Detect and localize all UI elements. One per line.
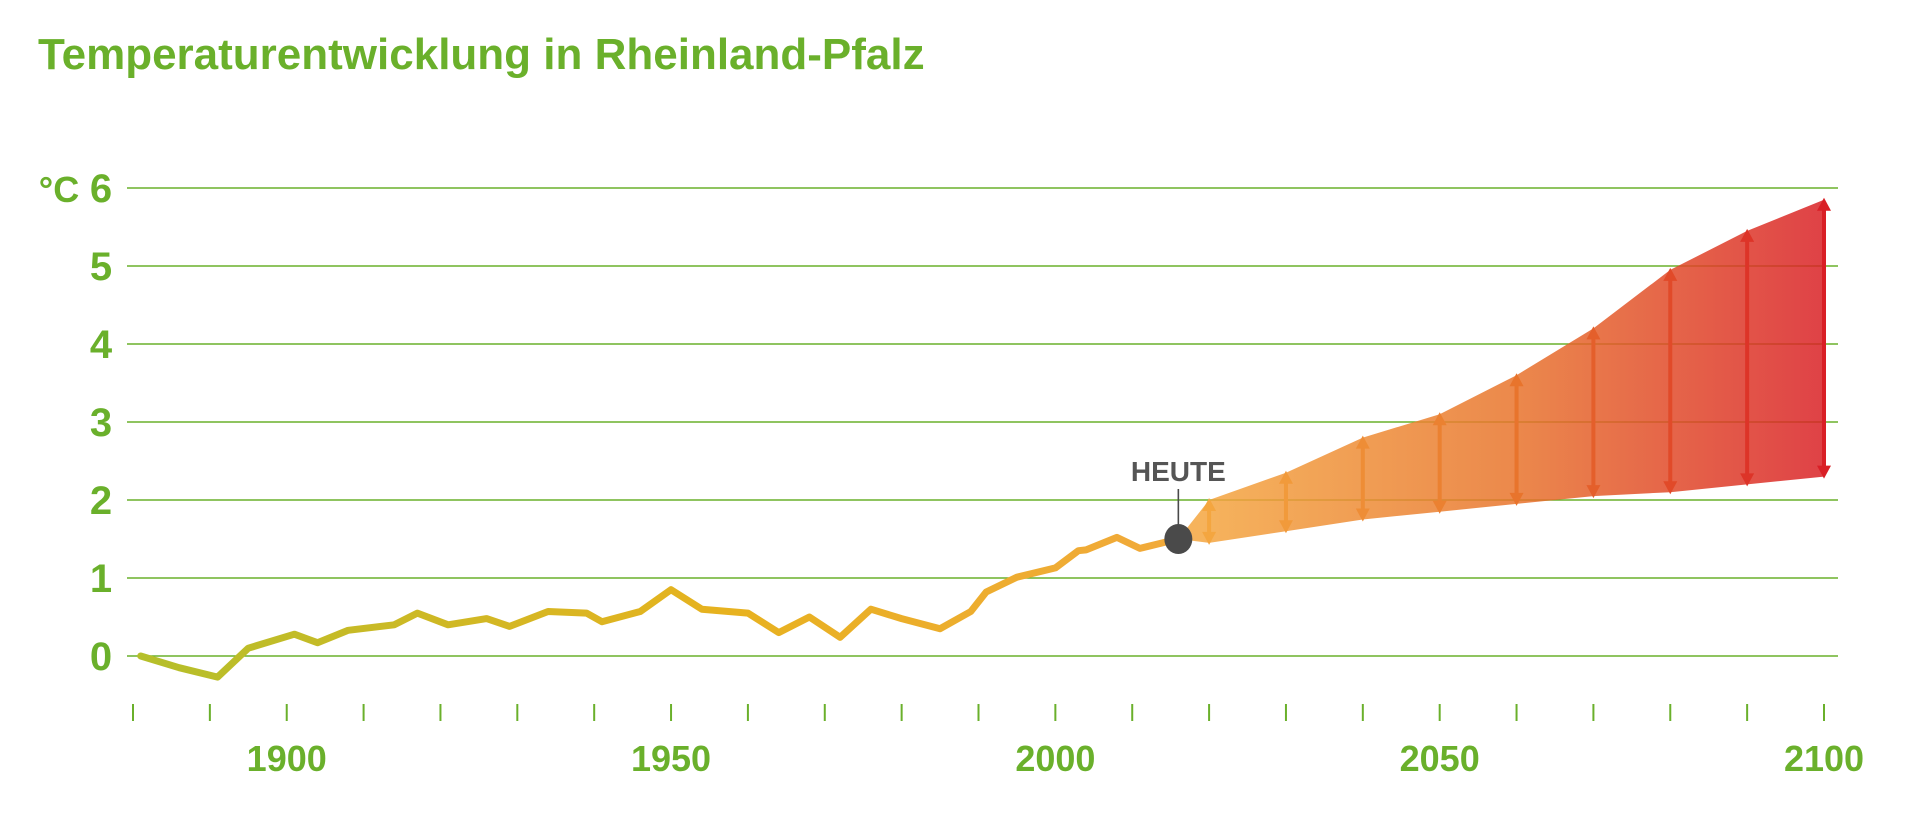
y-axis-unit-label: °C [39,169,79,210]
today-label: HEUTE [1131,456,1226,487]
x-tick-label-1900: 1900 [247,738,327,779]
projection-arrow-2070 [1586,326,1601,499]
projection-arrow-head-bottom-2090 [1740,473,1755,487]
projection-band-area [1178,199,1824,543]
projection-arrow-head-top-2080 [1663,267,1678,281]
projection-arrow-2040 [1355,435,1370,522]
x-tick-label-2000: 2000 [1015,738,1095,779]
projection-arrow-head-bottom-2080 [1663,481,1678,495]
projection-arrow-head-bottom-2050 [1432,500,1447,514]
x-tick-label-2100: 2100 [1784,738,1864,779]
y-tick-label-5: 5 [90,245,112,289]
projection-arrow-head-bottom-2070 [1586,485,1601,499]
y-tick-label-4: 4 [90,323,113,367]
y-tick-label-1: 1 [90,557,112,601]
projection-arrow-2030 [1278,470,1293,534]
projection-arrow-2060 [1509,373,1524,506]
projection-arrow-head-top-2050 [1432,412,1447,426]
projection-arrow-head-top-2090 [1740,228,1755,242]
projection-arrow-head-top-2040 [1355,435,1370,449]
projection-arrow-head-top-2030 [1278,470,1293,484]
x-tick-label-1950: 1950 [631,738,711,779]
today-marker [1164,524,1193,554]
projection-arrow-2080 [1663,267,1678,495]
projection-arrow-head-top-2070 [1586,326,1601,340]
projection-arrow-head-bottom-2060 [1509,492,1524,506]
projection-arrow-2090 [1740,228,1755,487]
axes [132,704,1825,721]
y-tick-label-3: 3 [90,401,112,445]
projection-arrow-head-bottom-2030 [1278,520,1293,534]
x-tick-label-2050: 2050 [1400,738,1480,779]
projection-arrow-head-top-2060 [1509,373,1524,387]
y-tick-label-0: 0 [90,635,112,679]
projection-arrow-head-top-2100 [1817,197,1831,211]
projection-arrow-head-bottom-2040 [1355,508,1370,522]
projection-arrow-head-bottom-2020 [1202,531,1217,545]
chart-title: Temperaturentwicklung in Rheinland-Pfalz [38,30,925,79]
projection-arrow-head-bottom-2100 [1817,465,1831,479]
y-tick-label-6: 6 [90,167,112,211]
labels: 0 1 2 3 4 5 6 °C 1900 1950 2000 2050 2100 HEUTE [39,167,1864,779]
y-tick-label-2: 2 [90,479,112,523]
projection-arrow-2050 [1432,412,1447,514]
history-line [137,533,1182,681]
projection-arrow-2020 [1202,498,1217,545]
projection-arrow-head-top-2020 [1202,498,1217,511]
grid-lines [127,187,1838,657]
history-layer [137,533,1182,681]
projection-arrow-2100 [1817,197,1831,479]
projection-arrows [1202,197,1831,545]
projection-band [1178,199,1824,543]
